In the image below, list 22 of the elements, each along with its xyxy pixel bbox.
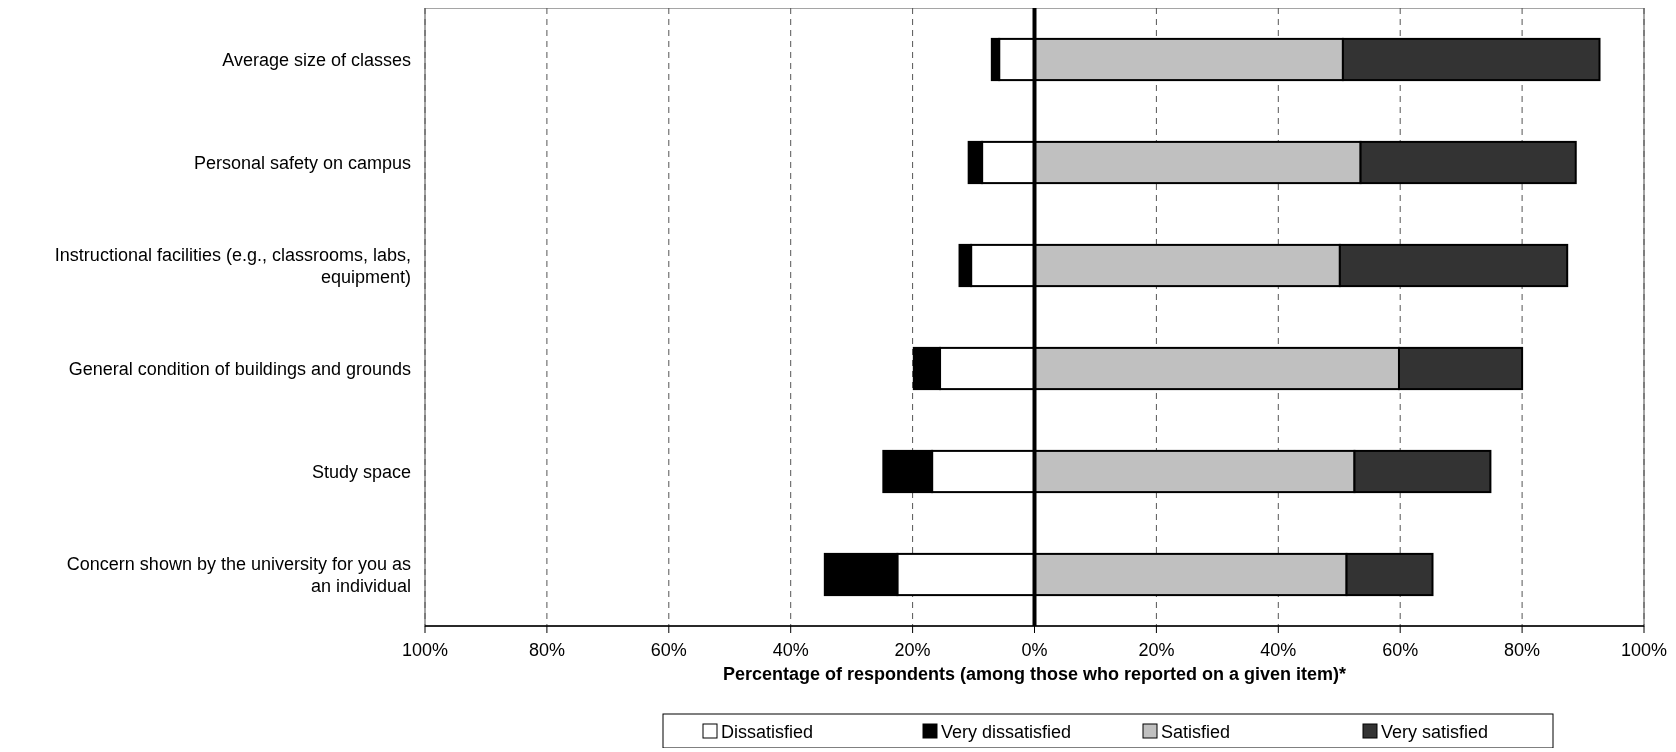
legend-label: Very dissatisfied	[941, 722, 1072, 742]
x-tick-label: 0%	[1021, 640, 1048, 660]
y-tick-label: Study space	[311, 461, 411, 482]
x-tick-label: 80%	[1504, 640, 1541, 660]
legend-label: Very satisfied	[1381, 722, 1489, 742]
y-tick-label: Instructional facilities (e.g., classrooms, labs, equipment)	[54, 244, 411, 287]
x-tick-label: 20%	[894, 640, 931, 660]
x-tick-label: 80%	[528, 640, 565, 660]
x-tick-label: 40%	[1260, 640, 1297, 660]
x-tick-label: 60%	[650, 640, 687, 660]
x-axis-title: Percentage of respondents (among those who reported on a given item)*	[722, 664, 1347, 684]
y-tick-label: Average size of classes	[222, 49, 411, 70]
legend-label: Dissatisfied	[721, 722, 814, 742]
y-tick-label: Personal safety on campus	[193, 152, 411, 173]
x-tick-label: 60%	[1382, 640, 1419, 660]
x-tick-label: 100%	[401, 640, 449, 660]
y-tick-label: Concern shown by the university for you as an individual	[66, 553, 411, 596]
x-tick-label: 100%	[1620, 640, 1668, 660]
legend-label: Satisfied	[1161, 722, 1231, 742]
x-tick-label: 20%	[1138, 640, 1175, 660]
y-tick-label: General condition of buildings and grounds	[68, 358, 411, 379]
x-tick-label: 40%	[772, 640, 809, 660]
